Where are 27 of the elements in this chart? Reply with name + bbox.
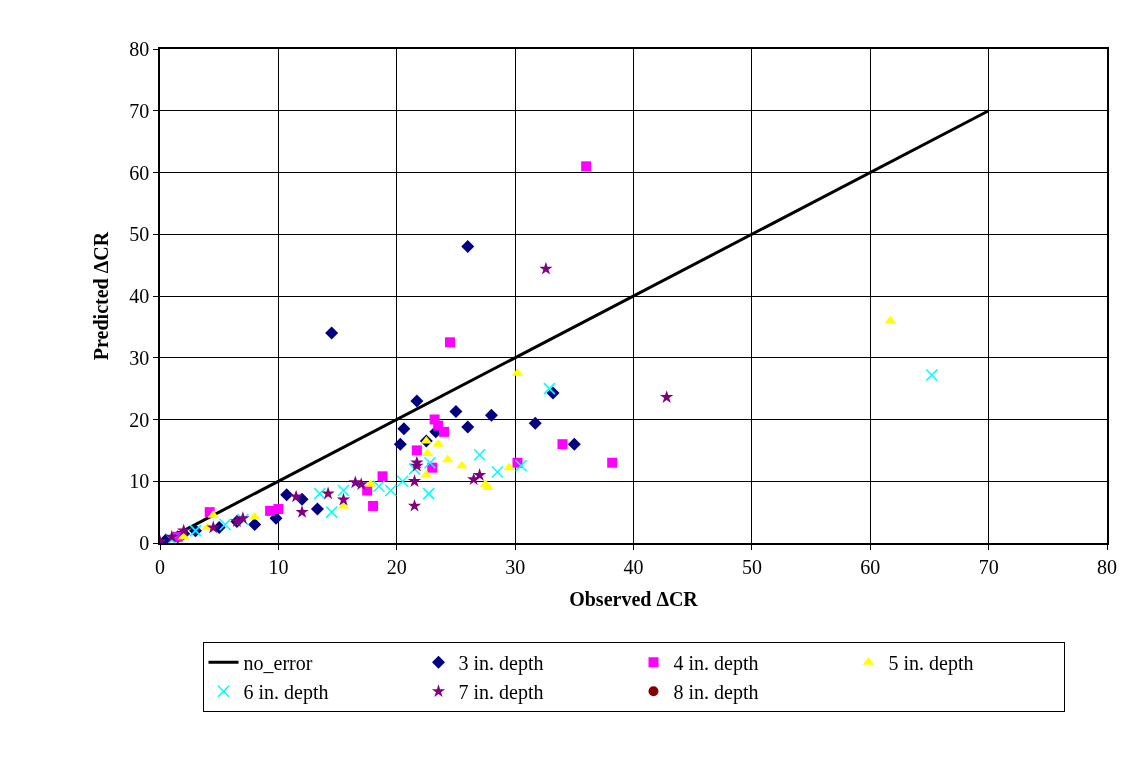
y-tick-label: 40 [129, 285, 150, 307]
y-axis-title: Predicted ΔCR [90, 231, 113, 361]
legend-label: 8 in. depth [673, 681, 759, 705]
x-tick-label: 10 [268, 555, 289, 578]
x-tick-label: 80 [1097, 555, 1117, 578]
x-tick-label: 70 [978, 555, 999, 578]
y-tick-label: 80 [129, 38, 150, 60]
x-tick-label: 20 [386, 555, 407, 578]
x-tick-label: 40 [623, 555, 644, 578]
x-tick-label: 50 [741, 555, 762, 578]
y-tick-label: 70 [129, 99, 150, 122]
y-tick-label: 0 [139, 532, 150, 554]
legend-label: 3 in. depth [458, 652, 544, 676]
legend-label: 7 in. depth [458, 681, 544, 705]
y-tick-label: 10 [129, 470, 150, 493]
legend-label: no_error [243, 652, 313, 675]
x-tick-label: 60 [860, 555, 881, 578]
x-tick-label: 0 [155, 555, 165, 578]
y-tick-label: 30 [129, 346, 150, 369]
x-axis-title: Observed ΔCR [569, 587, 699, 610]
legend-label: 5 in. depth [888, 652, 974, 676]
x-tick-label: 30 [505, 555, 526, 578]
y-tick-label: 20 [129, 408, 150, 431]
y-tick-label: 60 [129, 161, 150, 184]
legend-label: 4 in. depth [673, 652, 759, 676]
y-tick-label: 50 [129, 223, 150, 246]
legend-label: 6 in. depth [243, 681, 329, 705]
